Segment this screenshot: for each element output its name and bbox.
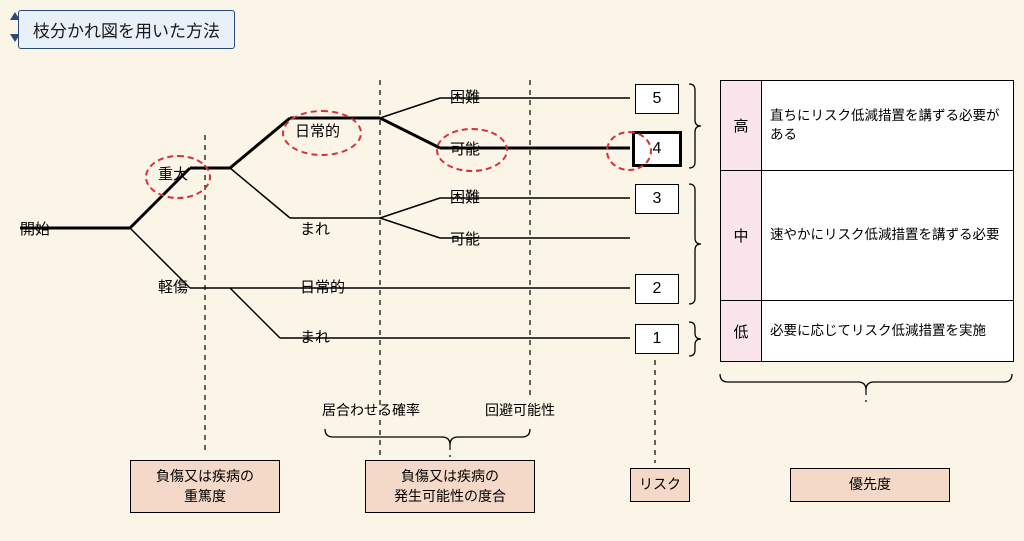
priority-desc: 必要に応じてリスク低減措置を実施 bbox=[762, 301, 1013, 361]
branch-label-6: 困難 bbox=[450, 86, 480, 107]
risk-box-2: 2 bbox=[635, 274, 679, 304]
priority-row-0: 高直ちにリスク低減措置を講ずる必要がある bbox=[721, 81, 1013, 171]
branch-label-3: まれ bbox=[300, 218, 330, 239]
risk-box-4: 4 bbox=[632, 131, 682, 167]
priority-desc: 直ちにリスク低減措置を講ずる必要がある bbox=[762, 81, 1013, 170]
category-box-2: リスク bbox=[630, 468, 690, 502]
column-label-0: 居合わせる確率 bbox=[322, 400, 420, 420]
risk-box-3: 3 bbox=[635, 184, 679, 214]
branch-label-9: 可能 bbox=[450, 228, 480, 249]
branch-label-5: まれ bbox=[300, 326, 330, 347]
category-box-0: 負傷又は疾病の重篤度 bbox=[130, 460, 280, 513]
priority-row-1: 中速やかにリスク低減措置を講ずる必要 bbox=[721, 171, 1013, 301]
priority-level: 中 bbox=[721, 171, 762, 300]
branch-label-7: 可能 bbox=[450, 138, 480, 159]
risk-box-5: 5 bbox=[635, 84, 679, 114]
risk-box-1: 1 bbox=[635, 324, 679, 354]
branch-label-0: 重大 bbox=[158, 163, 188, 184]
branch-label-4: 日常的 bbox=[300, 276, 345, 297]
priority-desc: 速やかにリスク低減措置を講ずる必要 bbox=[762, 171, 1013, 300]
priority-row-2: 低必要に応じてリスク低減措置を実施 bbox=[721, 301, 1013, 361]
branch-label-2: 日常的 bbox=[295, 120, 340, 141]
priority-level: 高 bbox=[721, 81, 762, 170]
column-label-1: 回避可能性 bbox=[485, 400, 555, 420]
priority-table: 高直ちにリスク低減措置を講ずる必要がある中速やかにリスク低減措置を講ずる必要低必… bbox=[720, 80, 1014, 362]
branch-label-8: 困難 bbox=[450, 186, 480, 207]
priority-level: 低 bbox=[721, 301, 762, 361]
branch-label-1: 軽傷 bbox=[158, 276, 188, 297]
category-box-1: 負傷又は疾病の発生可能性の度合 bbox=[365, 460, 535, 513]
category-box-3: 優先度 bbox=[790, 468, 950, 502]
root-label: 開始 bbox=[20, 218, 50, 239]
